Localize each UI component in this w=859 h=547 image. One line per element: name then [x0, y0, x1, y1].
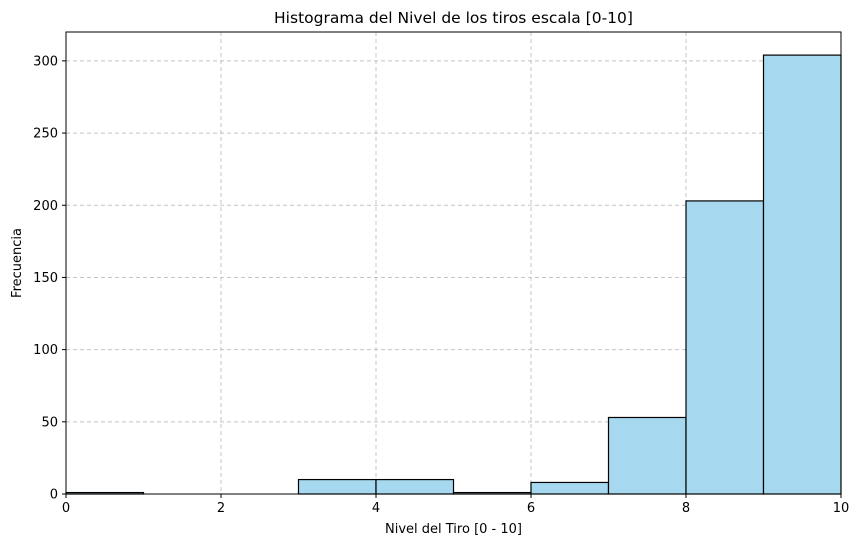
y-tick-label: 300: [33, 54, 58, 69]
x-tick-label: 10: [833, 501, 850, 516]
x-tick-label: 6: [527, 501, 535, 516]
x-tick-label: 4: [372, 501, 380, 516]
histogram-bar: [762, 54, 842, 495]
y-tick-label: 200: [33, 199, 58, 214]
y-tick-label: 100: [33, 343, 58, 358]
plot-area-frame: [65, 31, 842, 495]
histogram-bar: [297, 478, 377, 495]
chart-title: Histograma del Nivel de los tiros escala…: [274, 9, 633, 27]
y-tick-label: 250: [33, 127, 58, 142]
histogram-bar: [375, 478, 455, 495]
histogram-bars: [65, 54, 842, 495]
y-tick-label: 0: [50, 488, 58, 503]
x-axis-title: Nivel del Tiro [0 - 10]: [385, 522, 522, 537]
x-tick-label: 0: [62, 501, 70, 516]
histogram-bar: [685, 200, 765, 495]
y-axis-title: Frecuencia: [10, 228, 25, 298]
y-tick-label: 50: [41, 415, 58, 430]
x-tick-label: 8: [682, 501, 690, 516]
histogram-bar: [607, 416, 687, 495]
x-tick-label: 2: [217, 501, 225, 516]
histogram-bar: [530, 481, 610, 495]
y-tick-label: 150: [33, 271, 58, 286]
